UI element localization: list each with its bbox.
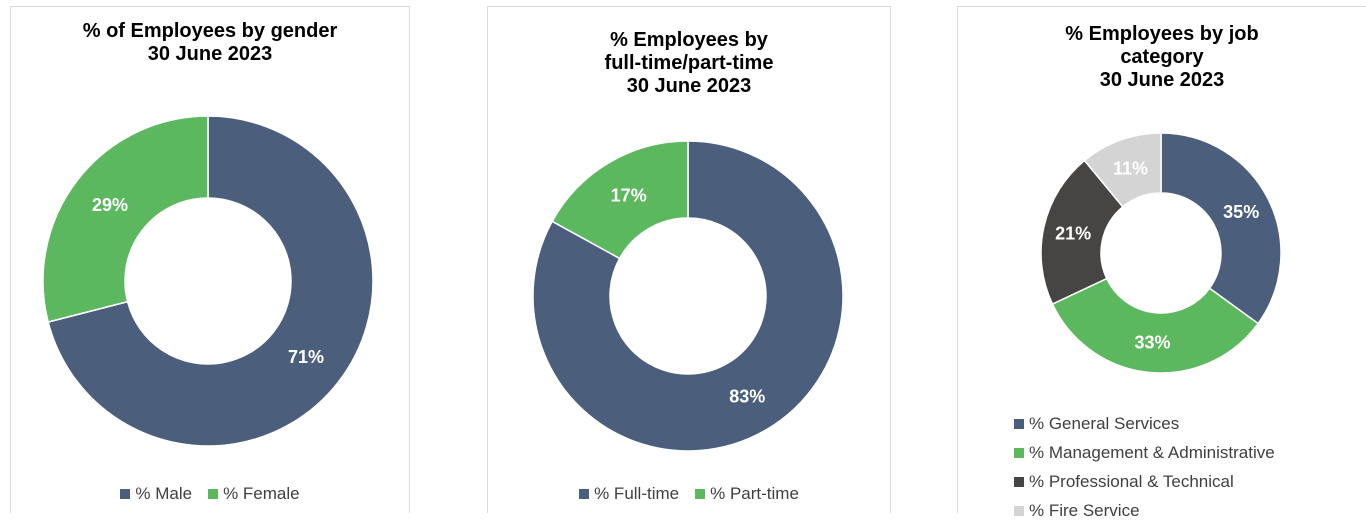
- legend-label: % Professional & Technical: [1029, 472, 1234, 491]
- legend-swatch: [120, 489, 131, 499]
- chart-title-line: full-time/part-time: [604, 52, 774, 74]
- slice-data-label: 21%: [1055, 223, 1091, 243]
- chart-title-line: % Employees by job: [1065, 23, 1259, 45]
- employment-type-chart-panel: % Employees by full-time/part-time 30 Ju…: [487, 6, 891, 513]
- slice-data-label: 17%: [611, 186, 647, 206]
- gender-donut-chart: 71% 29%: [42, 115, 374, 447]
- legend-item-general-services: % General Services: [1014, 409, 1275, 438]
- job-category-chart-panel: % Employees by job category 30 June 2023…: [957, 6, 1366, 520]
- donut-slice: [42, 115, 209, 323]
- donut-slice: [1051, 277, 1260, 374]
- slice-data-label: 11%: [1113, 158, 1148, 178]
- donut-slice: [1040, 159, 1124, 306]
- slice-data-label: 33%: [1135, 333, 1171, 353]
- legend-label: % Management & Administrative: [1029, 443, 1275, 462]
- employment-type-donut-chart: 83% 17%: [532, 140, 844, 452]
- legend-item-male: % Male: [120, 484, 192, 504]
- chart-title-line: category: [1120, 46, 1204, 68]
- legend-label: % Full-time: [594, 484, 680, 503]
- legend-label: % Part-time: [710, 484, 799, 503]
- job-category-donut-chart: 35% 33% 21% 11%: [1040, 132, 1282, 374]
- employment-type-legend: % Full-time % Part-time: [488, 484, 890, 504]
- slice-data-label: 35%: [1223, 202, 1259, 222]
- legend-swatch: [1014, 505, 1024, 516]
- chart-title-line: 30 June 2023: [626, 75, 752, 97]
- legend-item-fire-service: % Fire Service: [1014, 496, 1275, 525]
- legend-label: % General Services: [1029, 414, 1180, 433]
- legend-swatch: [1014, 418, 1024, 429]
- chart-title-line: % Employees by: [610, 29, 768, 51]
- legend-swatch: [1014, 447, 1024, 458]
- donut-slice: [1160, 132, 1282, 325]
- chart-title: % Employees by job category 30 June 2023: [958, 23, 1366, 92]
- legend-label: % Male: [135, 484, 193, 503]
- donut-slice: [47, 115, 374, 447]
- legend-swatch: [208, 489, 219, 499]
- gender-chart-panel: % of Employees by gender 30 June 2023 71…: [10, 6, 410, 513]
- donut-slice: [551, 140, 689, 260]
- legend-item-part-time: % Part-time: [695, 484, 799, 504]
- legend-item-professional-technical: % Professional & Technical: [1014, 467, 1275, 496]
- legend-item-full-time: % Full-time: [579, 484, 679, 504]
- legend-item-female: % Female: [208, 484, 300, 504]
- legend-swatch: [579, 489, 590, 499]
- legend-swatch: [695, 489, 706, 499]
- slice-data-label: 29%: [92, 195, 128, 215]
- chart-title: % Employees by full-time/part-time 30 Ju…: [488, 29, 890, 98]
- chart-title-line: 30 June 2023: [1099, 69, 1225, 91]
- slice-data-label: 71%: [288, 347, 324, 367]
- donut-slice: [1083, 132, 1162, 208]
- legend-swatch: [1014, 476, 1024, 487]
- legend-label: % Female: [223, 484, 300, 503]
- slice-data-label: 83%: [729, 386, 765, 406]
- donut-slice: [532, 140, 844, 452]
- chart-title-line: 30 June 2023: [147, 43, 273, 65]
- legend-item-management-administrative: % Management & Administrative: [1014, 438, 1275, 467]
- chart-title-line: % of Employees by gender: [82, 20, 338, 42]
- chart-title: % of Employees by gender 30 June 2023: [11, 20, 409, 66]
- legend-label: % Fire Service: [1029, 501, 1140, 520]
- job-category-legend: % General Services % Management & Admini…: [1014, 409, 1275, 525]
- gender-legend: % Male % Female: [11, 484, 409, 504]
